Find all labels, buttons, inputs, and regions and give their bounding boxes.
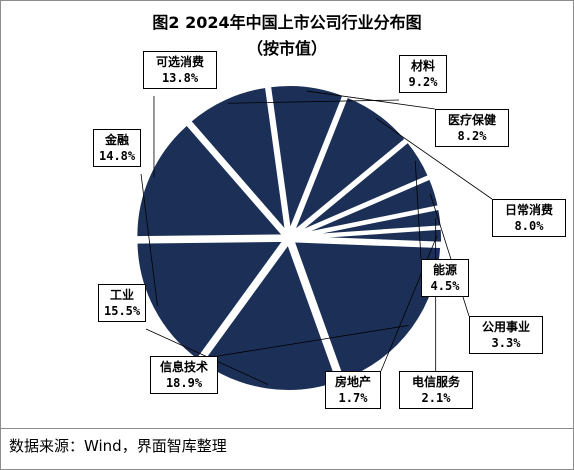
- slice-label-name: 房地产: [334, 375, 371, 389]
- leader-line-7: [414, 160, 422, 260]
- slice-label-name: 日常消费: [504, 203, 553, 217]
- slice-label-name: 金融: [104, 133, 129, 147]
- slice-label-name: 工业: [109, 288, 134, 302]
- pie-slice-2: [133, 237, 288, 364]
- leader-line-5: [306, 90, 436, 110]
- leader-line-2: [140, 173, 158, 306]
- slice-label-value: 8.2%: [457, 129, 487, 143]
- slice-label-name: 可选消费: [155, 55, 204, 69]
- slice-label-name: 信息技术: [159, 360, 208, 374]
- slice-label-value: 9.2%: [408, 75, 438, 89]
- slice-label-value: 2.1%: [421, 391, 451, 405]
- slice-label-value: 8.0%: [514, 219, 544, 233]
- slice-label-name: 电信服务: [411, 375, 460, 389]
- slice-label-10: 房地产 1.7%: [325, 371, 381, 409]
- chart-subtitle: （按市值）: [246, 39, 327, 58]
- slice-label-4: 材料 9.2%: [399, 55, 447, 93]
- slice-label-6: 日常消费 8.0%: [492, 199, 566, 237]
- pie-chart: [133, 82, 493, 394]
- slice-label-value: 1.7%: [338, 391, 368, 405]
- slice-label-9: 电信服务 2.1%: [399, 371, 473, 409]
- chart-title: 图2 2024年中国上市公司行业分布图: [152, 13, 422, 32]
- slice-label-2: 金融 14.8%: [93, 129, 141, 167]
- leader-line-6: [375, 117, 493, 200]
- slice-label-8: 公用事业 3.3%: [469, 316, 543, 354]
- pie-slice-10: [291, 225, 445, 246]
- leader-line-4: [227, 99, 400, 104]
- slice-label-name: 能源: [432, 263, 457, 277]
- slice-label-name: 材料: [410, 59, 435, 73]
- slice-label-value: 4.5%: [430, 279, 460, 293]
- pie-slice-3: [133, 121, 288, 241]
- source-note: 数据来源：Wind，界面智库整理: [9, 437, 227, 455]
- slice-label-0: 信息技术 18.9%: [150, 356, 218, 394]
- slice-label-3: 可选消费 13.8%: [143, 51, 217, 89]
- slice-label-1: 工业 15.5%: [98, 284, 146, 322]
- divider: [1, 428, 573, 429]
- slice-label-value: 13.8%: [161, 71, 199, 85]
- leader-line-10: [380, 235, 438, 372]
- slice-label-name: 公用事业: [481, 320, 530, 334]
- pie-slice-4: [186, 83, 290, 237]
- slice-label-5: 医疗保健 8.2%: [435, 109, 509, 147]
- leader-line-0: [217, 325, 409, 357]
- slice-label-name: 医疗保健: [447, 113, 496, 127]
- slice-label-7: 能源 4.5%: [421, 259, 469, 297]
- pie-slice-5: [266, 82, 347, 237]
- slice-label-value: 15.5%: [104, 304, 141, 318]
- slice-label-value: 14.8%: [99, 149, 136, 163]
- slice-label-value: 3.3%: [491, 336, 521, 350]
- slice-label-value: 18.9%: [165, 376, 203, 390]
